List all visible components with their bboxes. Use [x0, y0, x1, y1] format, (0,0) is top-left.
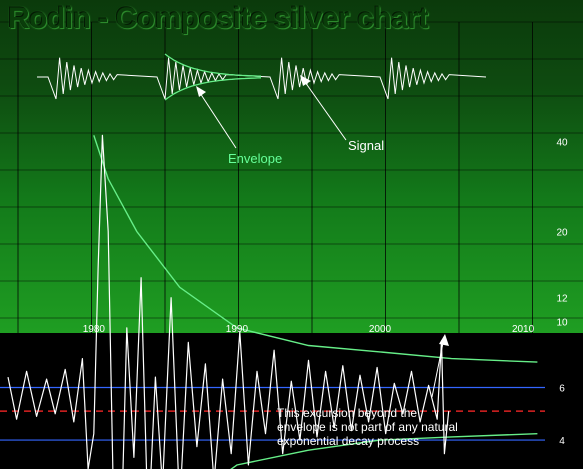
- excursion-arrow-line: [431, 342, 444, 398]
- schematic-envelope-lower: [164, 77, 262, 101]
- envelope-upper: [93, 135, 538, 363]
- chart-title: Rodin - Composite silver chart: [8, 2, 429, 35]
- signal-schematic: [37, 53, 487, 101]
- signal-arrow-line: [304, 81, 347, 141]
- y-tick-label: 20: [556, 227, 568, 238]
- note-line-2: envelope is not part of any natural: [277, 420, 458, 434]
- lower-black-area: [0, 333, 583, 469]
- reference-lines: [0, 386, 545, 441]
- schematic-envelope-upper: [164, 53, 262, 77]
- signal-series: [7, 134, 450, 469]
- axis-ticks: 4 6 10 12 20 40 1980 1990 2000 2010: [83, 138, 568, 447]
- y-tick-label: 12: [556, 294, 568, 305]
- note-line-3: exponential decay process: [277, 434, 420, 448]
- annotation-arrows: [196, 75, 449, 398]
- y-tick-label: 6: [559, 384, 565, 395]
- x-tick-label: 1990: [226, 324, 249, 335]
- schematic-signal-wave: [37, 57, 487, 100]
- chart-background: [0, 0, 583, 333]
- excursion-arrowhead: [439, 334, 449, 346]
- y-tick-label: 40: [556, 138, 568, 149]
- x-tick-label: 1980: [83, 324, 106, 335]
- grid-lines: [0, 21, 583, 333]
- x-tick-label: 2010: [512, 324, 535, 335]
- y-tick-label: 10: [556, 317, 568, 328]
- envelope-arrowhead: [196, 86, 206, 97]
- signal-arrowhead: [300, 75, 311, 86]
- envelope-lower: [230, 433, 538, 469]
- envelope-curves: [93, 135, 538, 469]
- envelope-arrow-line: [199, 92, 237, 149]
- signal-label: Signal: [348, 138, 384, 153]
- y-tick-label: 4: [559, 436, 565, 447]
- x-tick-label: 2000: [369, 324, 392, 335]
- excursion-note: This excursion beyond the envelope is no…: [277, 406, 537, 448]
- envelope-label: Envelope: [228, 151, 282, 166]
- note-line-1: This excursion beyond the: [277, 406, 418, 420]
- signal-line: [7, 134, 450, 469]
